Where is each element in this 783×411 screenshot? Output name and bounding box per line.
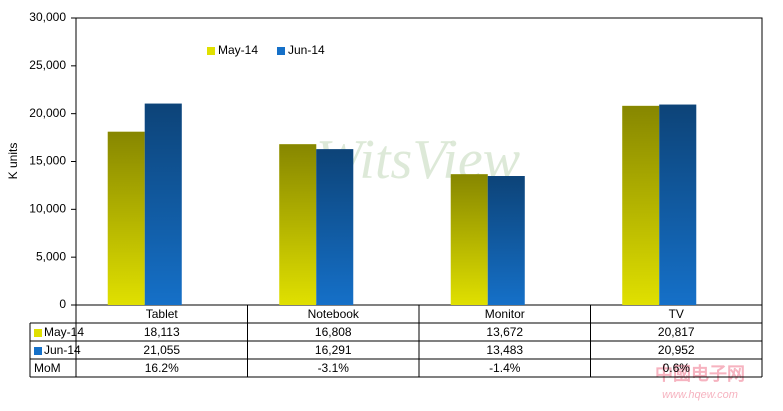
legend-key — [34, 329, 42, 337]
table-value: -3.1% — [318, 361, 350, 375]
bar-shade — [622, 105, 660, 305]
y-tick-label: 20,000 — [29, 106, 66, 120]
x-tick-label: Tablet — [146, 307, 179, 321]
legend-label: May-14 — [218, 43, 258, 57]
y-tick-label: 30,000 — [29, 10, 66, 24]
bar-shade — [279, 144, 317, 305]
bar-shade — [316, 149, 354, 305]
x-tick-label: TV — [669, 307, 684, 321]
y-tick-label: 25,000 — [29, 58, 66, 72]
watermark: 中國电子网 — [655, 363, 745, 384]
bar-shade — [144, 103, 182, 306]
bar-shade — [487, 176, 525, 305]
table-value: 16,291 — [315, 343, 352, 357]
bar-shade — [107, 131, 145, 305]
x-tick-label: Monitor — [485, 307, 525, 321]
table-value: 13,483 — [486, 343, 523, 357]
y-axis-label: K units — [6, 143, 20, 180]
table-value: 13,672 — [486, 325, 523, 339]
legend-key — [277, 47, 285, 55]
legend-label: Jun-14 — [288, 43, 325, 57]
table-value: 21,055 — [143, 343, 180, 357]
y-tick-label: 5,000 — [36, 249, 66, 263]
y-tick-label: 15,000 — [29, 154, 66, 168]
table-value: 20,952 — [658, 343, 695, 357]
table-value: 0.6% — [663, 361, 691, 375]
table-value: 18,113 — [144, 325, 180, 339]
y-tick-label: 0 — [59, 297, 66, 311]
legend-key — [207, 47, 215, 55]
y-tick-label: 10,000 — [29, 202, 66, 216]
bar-shade — [659, 104, 697, 305]
x-tick-label: Notebook — [308, 307, 360, 321]
table-value: -1.4% — [489, 361, 521, 375]
legend-key — [34, 347, 42, 355]
row-label: May-14 — [44, 325, 84, 339]
table-value: 20,817 — [658, 325, 695, 339]
row-label: MoM — [34, 361, 61, 375]
table-value: 16,808 — [315, 325, 352, 339]
watermark: www.hqew.com — [662, 389, 738, 401]
row-label: Jun-14 — [44, 343, 81, 357]
table-value: 16.2% — [145, 361, 179, 375]
bar-shade — [450, 174, 488, 305]
